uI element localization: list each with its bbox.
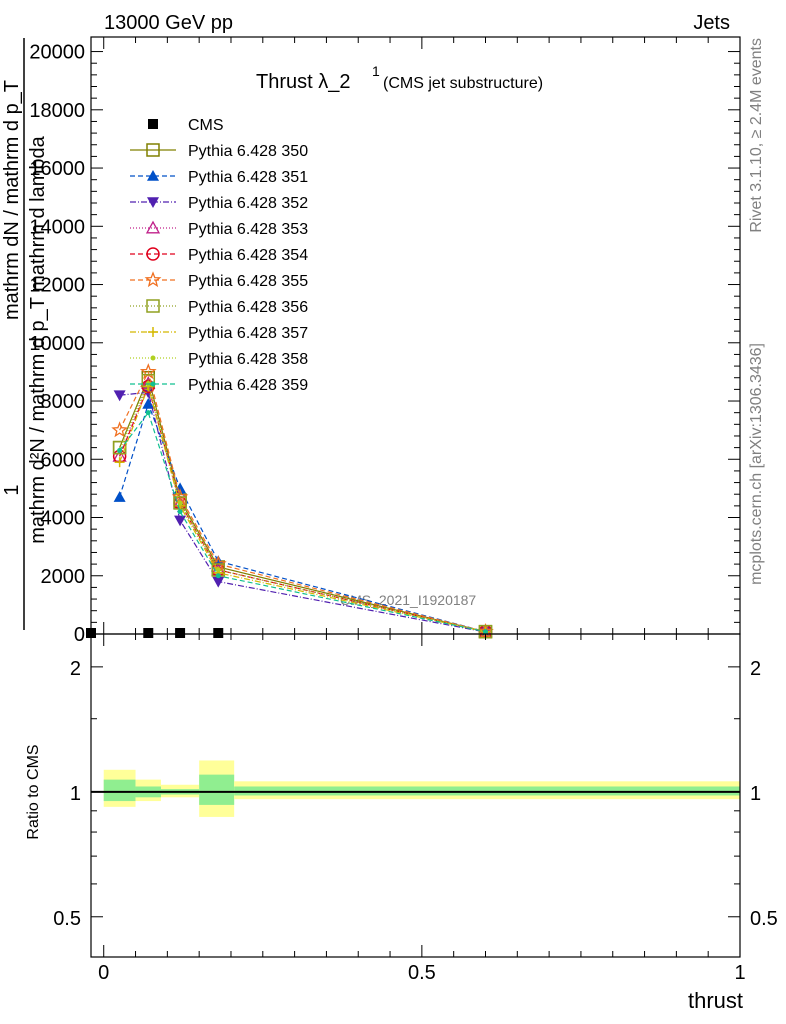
series-line <box>119 391 486 633</box>
y-tick-label: 14000 <box>29 216 85 238</box>
y-tick-label: 12000 <box>29 275 85 297</box>
legend: CMS Pythia 6.428 350 Pythia 6.428 351 Pythi… <box>130 117 308 394</box>
ratio-y-tick-label-right: 1 <box>750 783 761 805</box>
top-panel-series <box>86 363 494 639</box>
y-tick-label: 4000 <box>41 508 86 530</box>
marker-triangle-down <box>147 197 159 208</box>
bottom-panel-axes: 0.5 0.5 1 1 2 2 0 0.5 1 <box>53 633 778 984</box>
legend-label: Pythia 6.428 352 <box>188 195 308 212</box>
ratio-y-tick-label-right: 0.5 <box>750 908 778 930</box>
y-tick-label: 2000 <box>41 566 86 588</box>
legend-entry: Pythia 6.428 352 <box>130 195 308 212</box>
y-tick-label: 10000 <box>29 333 85 355</box>
y-tick-label: 6000 <box>41 449 86 471</box>
legend-label: Pythia 6.428 353 <box>188 221 308 238</box>
ratio-y-tick-label: 1 <box>70 783 81 805</box>
marker-triangle-down <box>113 390 126 402</box>
marker-dot <box>150 355 156 361</box>
legend-label: Pythia 6.428 355 <box>188 273 308 290</box>
marker-square-open <box>146 299 160 313</box>
y-tick-label: 0 <box>74 624 85 646</box>
legend-entry: Pythia 6.428 354 <box>130 247 308 264</box>
marker-square <box>86 628 96 638</box>
legend-label: Pythia 6.428 354 <box>188 247 308 264</box>
bottom-panel-frame <box>90 633 741 958</box>
marker-star-open <box>111 421 128 438</box>
plot-title-main: Thrust λ_2 <box>256 71 350 93</box>
marker-dot <box>145 410 151 416</box>
rivet-version-label: Rivet 3.1.10, ≥ 2.4M events <box>748 38 765 233</box>
marker-triangle-down <box>174 515 187 527</box>
marker-dot <box>482 629 488 635</box>
top-panel-axes: 0 2000 4000 6000 8000 10000 12000 14000 16000 180… <box>29 36 741 646</box>
y-tick-label: 8000 <box>41 391 86 413</box>
mcplots-label: mcplots.cern.ch [arXiv:1306.3436] <box>748 343 765 585</box>
marker-triangle-up <box>142 397 155 409</box>
legend-label: Pythia 6.428 359 <box>188 377 308 394</box>
series-cms <box>86 628 224 638</box>
plot-title-sub: (CMS jet substructure) <box>383 75 543 92</box>
legend-label: Pythia 6.428 350 <box>188 143 308 160</box>
marker-dot <box>215 573 221 579</box>
legend-entry: Pythia 6.428 351 <box>130 169 308 186</box>
marker-dot <box>117 448 123 454</box>
marker-square-open <box>146 143 160 157</box>
legend-label: Pythia 6.428 351 <box>188 169 308 186</box>
marker-triangle-down <box>212 576 225 588</box>
ratio-bands <box>91 760 741 817</box>
y-axis-label-extra: mathrm dN / mathrm d p_T <box>1 80 23 320</box>
legend-entry: Pythia 6.428 358 <box>130 351 308 368</box>
marker-triangle-up <box>113 491 126 502</box>
ratio-band-green <box>103 779 136 802</box>
y-tick-label: 16000 <box>29 158 85 180</box>
marker-star-open <box>171 488 189 505</box>
y-tick-label: 20000 <box>29 42 85 64</box>
y-axis-label-numerator: 1 <box>1 484 23 495</box>
y-axis-label-denominator: mathrm d²N / mathrm d p_T mathrm d lambd… <box>27 135 49 543</box>
series-line <box>119 378 486 633</box>
legend-entry: Pythia 6.428 355 <box>130 271 308 290</box>
marker-dot <box>177 500 183 506</box>
y-axis-label: 1 mathrm d²N / mathrm d p_T mathrm d lam… <box>1 38 49 630</box>
legend-label: CMS <box>188 117 224 134</box>
legend-entry: Pythia 6.428 350 <box>130 143 308 160</box>
ratio-band-green <box>199 774 235 805</box>
marker-triangle-up-open <box>145 220 161 234</box>
series-line <box>119 381 486 633</box>
ratio-y-tick-label-right: 2 <box>750 658 761 680</box>
marker-square <box>175 628 186 638</box>
ratio-y-axis-label: Ratio to CMS <box>25 744 42 839</box>
series-pythia-6.428-359 <box>117 410 488 635</box>
x-tick-label: 0.5 <box>408 962 436 984</box>
header-left-label: 13000 GeV pp <box>104 12 233 34</box>
legend-entry: CMS <box>148 117 224 134</box>
marker-dot <box>215 567 221 573</box>
legend-label: Pythia 6.428 357 <box>188 325 308 342</box>
marker-dot <box>177 509 183 515</box>
marker-triangle-up <box>147 170 159 181</box>
plot-title: Thrust λ_2 1 (CMS jet substructure) <box>256 63 543 93</box>
plot-title-sup: 1 <box>372 63 380 79</box>
legend-label: Pythia 6.428 356 <box>188 299 308 316</box>
marker-square <box>148 119 158 129</box>
marker-square <box>143 628 154 638</box>
legend-label: Pythia 6.428 358 <box>188 351 308 368</box>
ratio-y-tick-label: 2 <box>70 658 81 680</box>
y-tick-label: 18000 <box>29 100 85 122</box>
marker-square <box>213 628 224 638</box>
legend-entry: Pythia 6.428 359 <box>130 377 308 394</box>
x-tick-label: 1 <box>734 962 745 984</box>
marker-star-open <box>144 271 162 288</box>
marker-circle-open <box>146 247 160 261</box>
x-axis-label: thrust <box>688 988 743 1013</box>
legend-entry: Pythia 6.428 356 <box>130 299 308 316</box>
ratio-y-tick-label: 0.5 <box>53 908 81 930</box>
x-tick-label: 0 <box>98 962 109 984</box>
header-right-label: Jets <box>693 12 730 34</box>
marker-star-open <box>209 555 227 572</box>
legend-entry: Pythia 6.428 357 <box>130 325 308 342</box>
marker-dot <box>150 381 156 387</box>
legend-entry: Pythia 6.428 353 <box>130 220 308 238</box>
